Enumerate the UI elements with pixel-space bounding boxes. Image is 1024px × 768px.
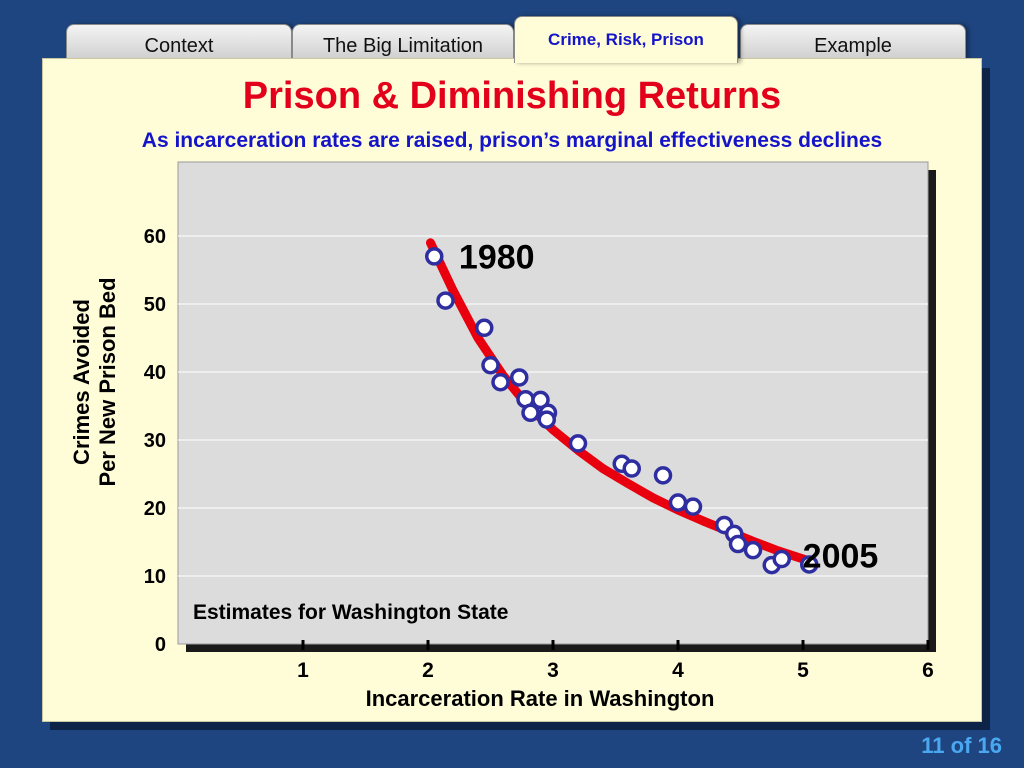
slide-subtitle: As incarceration rates are raised, priso… [141,129,883,152]
data-point [668,493,688,512]
data-point [510,368,529,387]
data-point [436,291,455,310]
x-tick-label: 2 [422,659,434,682]
data-point [475,318,494,338]
y-tick-label: 50 [144,294,166,316]
y-axis-label-line-1: Crimes Avoided [69,299,94,465]
x-tick-label: 5 [797,659,809,682]
data-point [653,466,673,485]
y-tick-label: 10 [144,566,166,588]
y-axis-label: Crimes Avoided Per New Prison Bed [69,222,121,542]
x-tick-label: 4 [672,659,684,682]
slide-title: Prison & Diminishing Returns [242,75,782,117]
point-year-label: 2005 [803,538,879,576]
data-point [537,410,556,429]
data-point [772,549,791,569]
y-tick-label: 40 [144,362,166,384]
x-tick-label: 3 [547,659,559,682]
data-point [521,403,540,423]
data-point [568,434,588,453]
chart-annotation: Estimates for Washington State [193,601,508,624]
data-point [425,247,444,266]
data-point [743,540,763,560]
y-tick-label: 0 [155,634,166,656]
y-tick-label: 30 [144,430,166,452]
x-axis-label: Incarceration Rate in Washington [365,686,715,711]
point-year-label: 1980 [459,238,535,276]
y-tick-label: 20 [144,498,166,520]
y-tick-label: 60 [144,226,166,248]
x-tick-label: 1 [297,659,309,682]
slide-counter: 11 of 16 [921,733,1002,758]
data-point [800,555,819,574]
data-point [683,497,703,516]
data-point [622,459,641,478]
tab-crime-risk-prison[interactable]: Crime, Risk, Prison [514,16,738,63]
data-point [481,355,500,375]
data-point [728,534,748,554]
x-tick-label: 6 [922,659,934,682]
y-axis-label-line-2: Per New Prison Bed [95,277,120,487]
data-point [531,390,550,410]
data-point [491,372,510,392]
